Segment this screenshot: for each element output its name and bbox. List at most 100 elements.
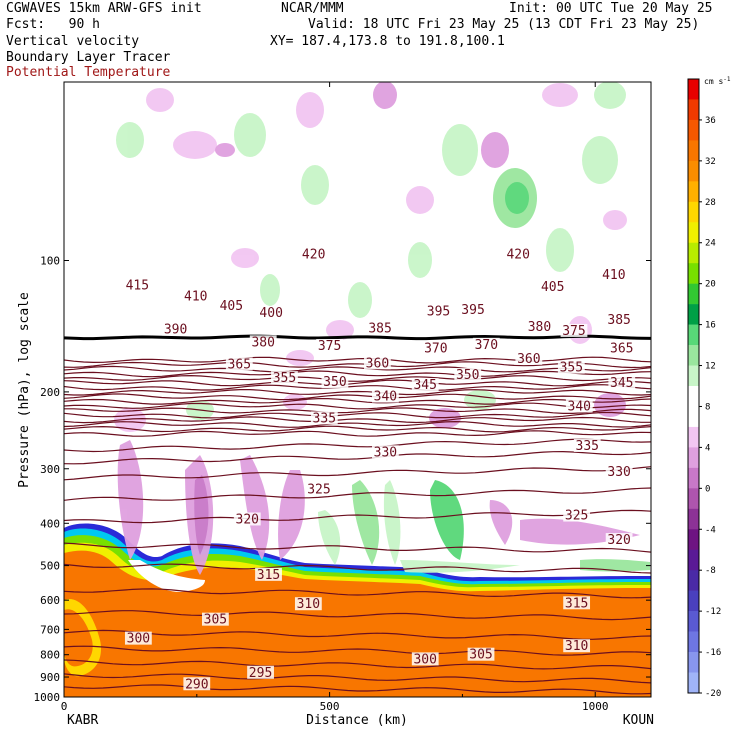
updraft-blob: [546, 228, 574, 272]
downdraft-band: [278, 470, 305, 560]
model-title: CGWAVES 15km ARW-GFS init: [6, 1, 202, 16]
theta-contour-labels: 415 410 405 400 420 420 405 410 395 395 390 385 385 3…: [123, 247, 636, 692]
theta-label-bg: [300, 247, 328, 261]
theta-label: 350: [323, 375, 346, 390]
theta-contour-line: [64, 384, 651, 391]
colorbar-swatch: [688, 406, 699, 428]
theta-label: 375: [318, 339, 341, 354]
theta-contour-line: [64, 450, 651, 465]
field-shading: [64, 82, 651, 697]
theta-label-bg: [467, 647, 495, 661]
theta-label: 380: [528, 320, 551, 335]
theta-label-bg: [233, 512, 261, 526]
init-time: Init: 00 UTC Tue 20 May 25: [509, 1, 713, 16]
updraft-blob: [234, 113, 266, 157]
theta-label-bg: [422, 341, 450, 355]
colorbar-swatch: [688, 119, 699, 141]
updraft-blob: [116, 122, 144, 158]
theta-label: 290: [185, 677, 208, 692]
theta-contour-line: [64, 509, 651, 524]
colorbar-swatch: [688, 324, 699, 346]
theta-label: 375: [562, 324, 585, 339]
colorbar-swatch: [688, 242, 699, 264]
theta-label: 345: [413, 378, 436, 393]
theta-label: 345: [610, 376, 633, 391]
theta-label-bg: [183, 677, 211, 691]
theta-label: 300: [413, 652, 436, 667]
colorbar-swatch: [688, 549, 699, 571]
downdraft-blob: [215, 143, 235, 157]
updraft-blob: [408, 242, 432, 278]
theta-contour-line: [64, 438, 651, 453]
theta-label: 395: [461, 303, 484, 318]
updraft-band: [430, 480, 464, 560]
colorbar-units: cm s-1: [704, 76, 731, 86]
updraft-blob: [348, 282, 372, 318]
colorbar-swatch: [688, 508, 699, 530]
colorbar-label: 24: [705, 239, 716, 249]
tropopause-label: 150: [213, 348, 229, 358]
theta-label-bg: [411, 652, 439, 666]
colorbar-swatch: [688, 426, 699, 448]
theta-label: 405: [541, 280, 564, 295]
theta-label-bg: [366, 321, 394, 335]
theta-label: 420: [506, 248, 529, 263]
x-axis-label: Distance (km): [306, 713, 408, 728]
theta-label: 410: [184, 290, 207, 305]
theta-contour-line: [64, 645, 651, 656]
downdraft-band: [489, 500, 513, 545]
theta-contour-line: [64, 684, 651, 695]
colorbar-swatch: [688, 201, 699, 223]
theta-label: 320: [607, 533, 630, 548]
downdraft-blob: [481, 132, 509, 168]
theta-label-bg: [249, 335, 277, 349]
theta-label: 305: [469, 648, 492, 663]
tropopause-line: [64, 334, 651, 341]
downdraft-blob: [603, 210, 627, 230]
x-tick-label: 500: [320, 700, 340, 713]
downdraft-blob: [231, 248, 259, 268]
theta-label-bg: [454, 368, 482, 382]
theta-contour-line: [64, 563, 651, 574]
colorbar-label: 4: [705, 443, 710, 453]
theta-label-bg: [225, 357, 253, 371]
theta-contour-line: [64, 361, 651, 369]
updraft-blob: [442, 124, 478, 176]
theta-label-bg: [123, 278, 151, 292]
y-tick-label: 900: [40, 671, 60, 684]
theta-label-bg: [539, 279, 567, 293]
colorbar-swatch: [688, 447, 699, 469]
colorbar-swatch: [688, 365, 699, 387]
theta-label-bg: [563, 639, 591, 653]
theta-label: 365: [228, 357, 251, 372]
theta-contour-line: [64, 416, 651, 424]
colorbar-swatch: [688, 283, 699, 305]
colorbar-swatch: [688, 570, 699, 591]
updraft-band: [580, 559, 650, 572]
left-endpoint-station: KABR: [67, 713, 98, 728]
theta-contour-line: [64, 370, 651, 378]
theta-contour-line: [64, 673, 651, 684]
theta-label-bg: [247, 665, 274, 679]
org-label: NCAR/MMM: [281, 1, 344, 16]
y-axis-label: Pressure (hPa), log scale: [17, 292, 32, 488]
theta-contour-line: [64, 420, 651, 428]
colorbar-label: 36: [705, 116, 716, 126]
theta-contour-line: [64, 379, 651, 387]
theta-label-bg: [257, 306, 285, 320]
colorbar-label: -4: [705, 525, 716, 535]
x-axis: 0 500 1000: [61, 82, 608, 713]
updraft-blob: [464, 390, 496, 410]
theta-label-bg: [563, 596, 591, 610]
right-endpoint-station: KOUN: [623, 713, 654, 728]
colorbar-swatch: [688, 263, 699, 284]
theta-label: 295: [249, 666, 272, 681]
theta-label-bg: [371, 445, 399, 459]
theta-label-bg: [608, 341, 636, 355]
theta-label: 325: [307, 483, 330, 498]
theta-label: 355: [560, 361, 583, 376]
theta-label: 415: [126, 278, 149, 293]
updraft-band: [383, 480, 401, 565]
downdraft-band: [240, 455, 270, 560]
